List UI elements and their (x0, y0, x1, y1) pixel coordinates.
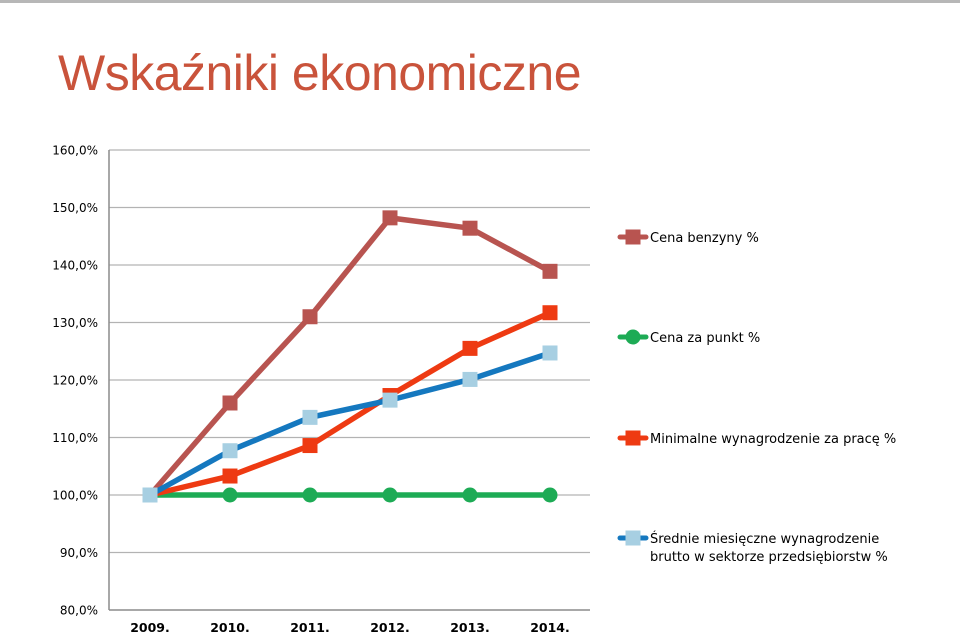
data-point (222, 443, 238, 459)
data-point (302, 438, 318, 454)
series-line (147, 309, 553, 498)
legend-entry-1: Cena benzyny % (617, 229, 759, 246)
data-point (462, 340, 478, 356)
x-tick-label: 2012. (370, 620, 410, 635)
data-point (625, 329, 641, 345)
x-axis-tick-labels: 2009. 2010. 2011. 2012. 2013. 2014. (130, 620, 570, 635)
y-tick-label: 140,0% (52, 259, 98, 273)
legend-entry-2: Cena za punkt % (617, 329, 760, 346)
y-tick-label: 90,0% (60, 546, 98, 560)
x-tick-label: 2014. (530, 620, 570, 635)
series-3 (142, 305, 558, 503)
data-point (382, 210, 398, 226)
y-tick-label: 160,0% (52, 144, 98, 158)
data-point (542, 487, 558, 503)
data-point (302, 487, 318, 503)
legend-label: Minimalne wynagrodzenie za pracę % (650, 432, 896, 447)
data-point (302, 409, 318, 425)
data-point (625, 530, 641, 546)
data-point (382, 392, 398, 408)
legend-label: brutto w sektorze przedsiębiorstw % (650, 550, 888, 565)
data-point (625, 229, 641, 245)
y-axis-tick-labels: 80,0% 90,0% 100,0% 110,0% 120,0% 130,0% 140,0%… (52, 144, 98, 618)
series-lines (142, 210, 558, 503)
y-tick-label: 110,0% (52, 431, 98, 445)
y-tick-label: 100,0% (52, 489, 98, 503)
y-tick-label: 130,0% (52, 316, 98, 330)
series-4 (142, 345, 558, 503)
data-point (462, 487, 478, 503)
y-tick-label: 120,0% (52, 374, 98, 388)
data-point (222, 487, 238, 503)
y-tick-label: 150,0% (52, 201, 98, 215)
x-tick-label: 2013. (450, 620, 490, 635)
legend: Cena benzyny % Cena za punkt % Minimalne w… (617, 229, 896, 565)
data-point (462, 371, 478, 387)
data-point (462, 220, 478, 236)
legend-entry-3: Minimalne wynagrodzenie za pracę % (617, 430, 896, 447)
x-tick-label: 2011. (290, 620, 330, 635)
series-2 (142, 487, 558, 503)
data-point (542, 345, 558, 361)
data-point (382, 487, 398, 503)
series-1 (142, 210, 558, 503)
data-point (222, 395, 238, 411)
data-point (222, 468, 238, 484)
x-tick-label: 2010. (210, 620, 250, 635)
data-point (625, 430, 641, 446)
series-line (147, 350, 553, 498)
y-tick-label: 80,0% (60, 604, 98, 618)
data-point (302, 309, 318, 325)
slide-title: Wskaźniki ekonomiczne (58, 45, 582, 101)
series-line (147, 215, 553, 498)
legend-label: Cena za punkt % (650, 331, 760, 346)
legend-label: Cena benzyny % (650, 231, 759, 246)
legend-entry-4: Średnie miesięczne wynagrodzenie brutto w… (617, 530, 888, 565)
gridlines (109, 149, 590, 554)
data-point (542, 263, 558, 279)
data-point (142, 487, 158, 503)
legend-label: Średnie miesięczne wynagrodzenie (650, 531, 879, 547)
axes (108, 150, 590, 611)
data-point (542, 305, 558, 321)
x-tick-label: 2009. (130, 620, 170, 635)
top-rule (0, 0, 960, 3)
